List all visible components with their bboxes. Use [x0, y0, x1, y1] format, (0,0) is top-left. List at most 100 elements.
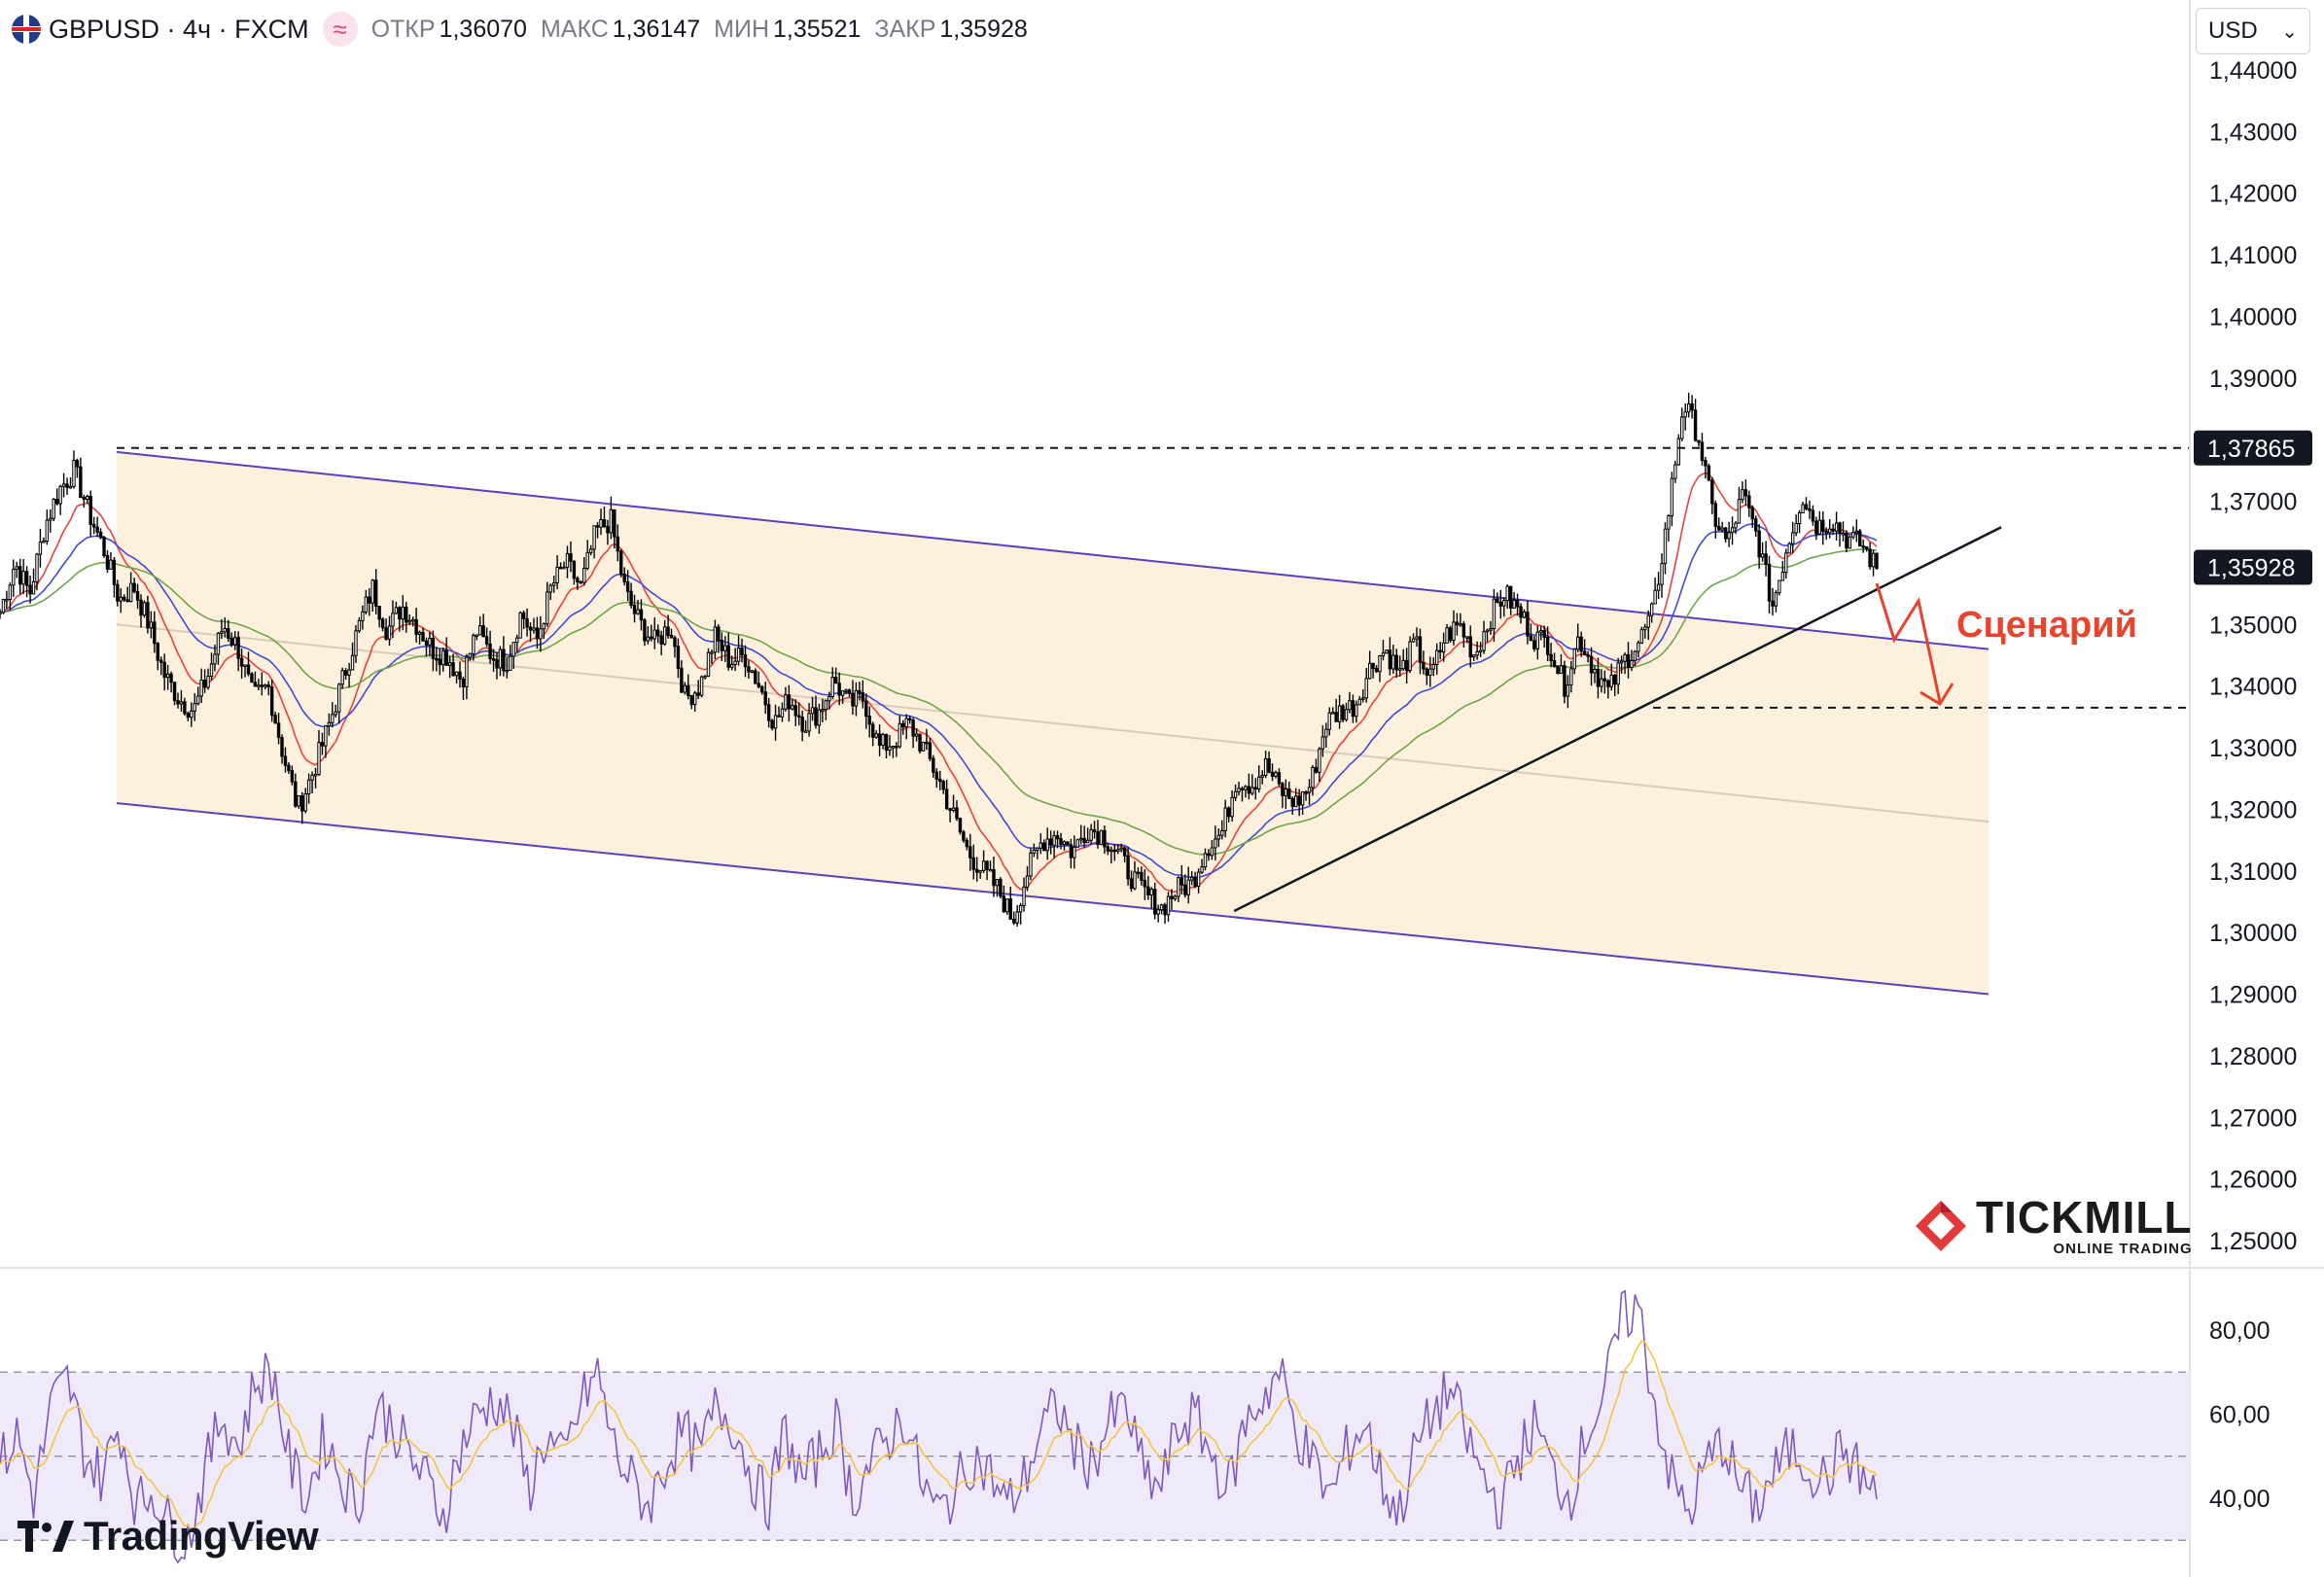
candle [1845, 530, 1849, 553]
candle-body [1371, 662, 1375, 670]
candle [250, 672, 254, 683]
candle-body [837, 683, 841, 696]
candle [800, 710, 804, 742]
price-tick-label: 1,40000 [2209, 303, 2297, 331]
candle-body [683, 684, 687, 693]
candle-body [1569, 668, 1573, 685]
tickmill-sub: ONLINE TRADING [2053, 1241, 2193, 1257]
candle [1126, 846, 1130, 886]
candle-body [1656, 583, 1661, 591]
candle-body [958, 818, 963, 833]
candle-body [1351, 700, 1356, 718]
candle [1085, 827, 1090, 844]
candle [1848, 535, 1852, 549]
candle-body [773, 715, 778, 729]
candle-body [1508, 585, 1513, 609]
candle-body [1129, 878, 1134, 890]
candle [1801, 501, 1805, 513]
approx-icon[interactable]: ≈ [322, 12, 358, 47]
candle [128, 572, 133, 603]
candle [1512, 591, 1516, 610]
candle-body [1522, 611, 1527, 618]
candle-body [1441, 642, 1446, 653]
candle-body [1465, 636, 1469, 639]
candle [458, 661, 462, 688]
candle-body [1576, 636, 1580, 650]
candle-body [179, 701, 184, 705]
candle-body [1103, 829, 1107, 848]
candle-body [1492, 598, 1497, 630]
candle-body [495, 658, 499, 669]
candle-body [535, 627, 540, 640]
candle-body [91, 523, 96, 528]
price-tick-label: 1,34000 [2209, 674, 2297, 701]
candle-body [421, 631, 425, 642]
scenario-arrowhead [1919, 683, 1954, 707]
candle [629, 582, 633, 609]
candle [696, 680, 700, 700]
candle [444, 637, 448, 666]
candle [1173, 894, 1178, 901]
candle [79, 457, 83, 499]
candle-body [1875, 552, 1879, 569]
candle [1737, 486, 1742, 524]
candle [149, 611, 154, 639]
candle-body [257, 684, 261, 687]
rsi-tick-label: 80,00 [2209, 1317, 2271, 1345]
candle [1445, 623, 1449, 644]
candle-body [1166, 895, 1171, 916]
candle [435, 647, 439, 672]
symbol-title[interactable]: GBPUSD · 4ч · FXCM [49, 14, 309, 44]
candle-body [1388, 649, 1392, 670]
candle-body [921, 741, 926, 752]
candle [784, 686, 788, 712]
candle-body [699, 676, 704, 696]
candle-body [1478, 649, 1483, 653]
candle [673, 635, 677, 658]
candle-body [21, 571, 25, 585]
candle [616, 524, 619, 562]
candle [410, 616, 415, 627]
candle-body [1240, 788, 1245, 790]
candle [1727, 521, 1731, 547]
candle [1385, 649, 1389, 654]
candle [1612, 674, 1617, 697]
currency-select[interactable]: USD ⌄ [2196, 8, 2310, 54]
candle-body [451, 662, 455, 677]
candle [1082, 825, 1086, 849]
candle-body [511, 642, 515, 657]
candle-body [1814, 520, 1818, 535]
candle-body [1425, 668, 1429, 676]
candle [42, 537, 46, 543]
rsi-line [0, 1289, 1878, 1564]
tradingview-logo[interactable]: TradingView [18, 1513, 319, 1559]
candle [1203, 848, 1208, 871]
candle-body [135, 591, 140, 601]
candle [562, 561, 566, 570]
candle-body [169, 673, 173, 683]
candle [1411, 633, 1416, 643]
candle [656, 624, 660, 644]
candle [116, 579, 120, 607]
candle-body [498, 648, 503, 669]
close-value: 1,35928 [939, 15, 1028, 43]
candle-body [35, 553, 39, 582]
candle-body [387, 625, 392, 640]
candle-body [551, 581, 556, 586]
candle [109, 551, 113, 570]
candle-body [1270, 771, 1275, 777]
candle [1015, 905, 1019, 928]
candle [1794, 514, 1798, 537]
candle-body [1609, 675, 1613, 687]
candle [65, 477, 69, 495]
low-value: 1,35521 [773, 15, 862, 43]
candle [1378, 654, 1382, 683]
candle-body [1794, 522, 1798, 534]
candle-body [303, 793, 307, 812]
candle-body [867, 716, 871, 725]
candle [193, 692, 196, 721]
candle-body [606, 526, 610, 534]
candle-body [1263, 757, 1268, 777]
candle-body [1330, 712, 1335, 715]
candle [294, 773, 298, 808]
